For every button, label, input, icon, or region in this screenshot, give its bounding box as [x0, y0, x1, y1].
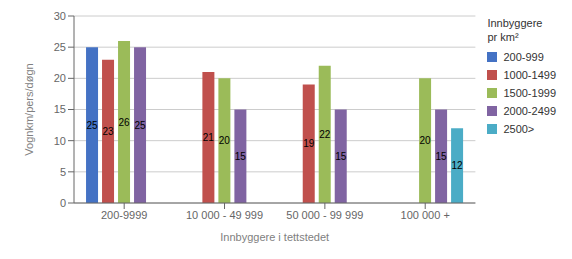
svg-text:25: 25 — [54, 41, 66, 53]
svg-text:10 000 - 49 999: 10 000 - 49 999 — [186, 209, 263, 221]
svg-text:10: 10 — [54, 135, 66, 147]
html-text:2500>: 2500> — [503, 123, 535, 135]
svg-text:20: 20 — [54, 72, 66, 84]
svg-text:30: 30 — [54, 10, 66, 22]
html-text:200-999: 200-999 — [503, 51, 544, 63]
svg-text:25: 25 — [86, 120, 98, 131]
svg-text:20: 20 — [219, 135, 231, 146]
html-text:1500-1999: 1500-1999 — [503, 87, 556, 99]
svg-text:0: 0 — [60, 197, 66, 209]
html-text:Innbyggere: Innbyggere — [487, 17, 543, 29]
svg-text:5: 5 — [60, 166, 66, 178]
svg-text:15: 15 — [335, 151, 347, 162]
svg-text:23: 23 — [102, 126, 114, 137]
html-text:1000-1499: 1000-1499 — [503, 69, 556, 81]
svg-text:100 000 +: 100 000 + — [401, 209, 450, 221]
svg-text:12: 12 — [452, 160, 464, 171]
svg-text:21: 21 — [203, 132, 215, 143]
svg-text:15: 15 — [436, 151, 448, 162]
html-text:pr km²: pr km² — [487, 31, 519, 43]
svg-text:Innbyggere i tettstedet: Innbyggere i tettstedet — [220, 231, 329, 243]
svg-text:200-9999: 200-9999 — [101, 209, 148, 221]
svg-text:50 000 - 99 999: 50 000 - 99 999 — [286, 209, 363, 221]
html-text:2000-2499: 2000-2499 — [503, 105, 556, 117]
svg-text:15: 15 — [54, 103, 66, 115]
svg-text:15: 15 — [235, 151, 247, 162]
svg-text:25: 25 — [134, 120, 146, 131]
svg-text:Vognkm/pers/døgn: Vognkm/pers/døgn — [23, 63, 35, 155]
svg-text:19: 19 — [303, 138, 315, 149]
svg-text:20: 20 — [420, 135, 432, 146]
svg-text:22: 22 — [319, 129, 331, 140]
svg-text:26: 26 — [118, 117, 130, 128]
